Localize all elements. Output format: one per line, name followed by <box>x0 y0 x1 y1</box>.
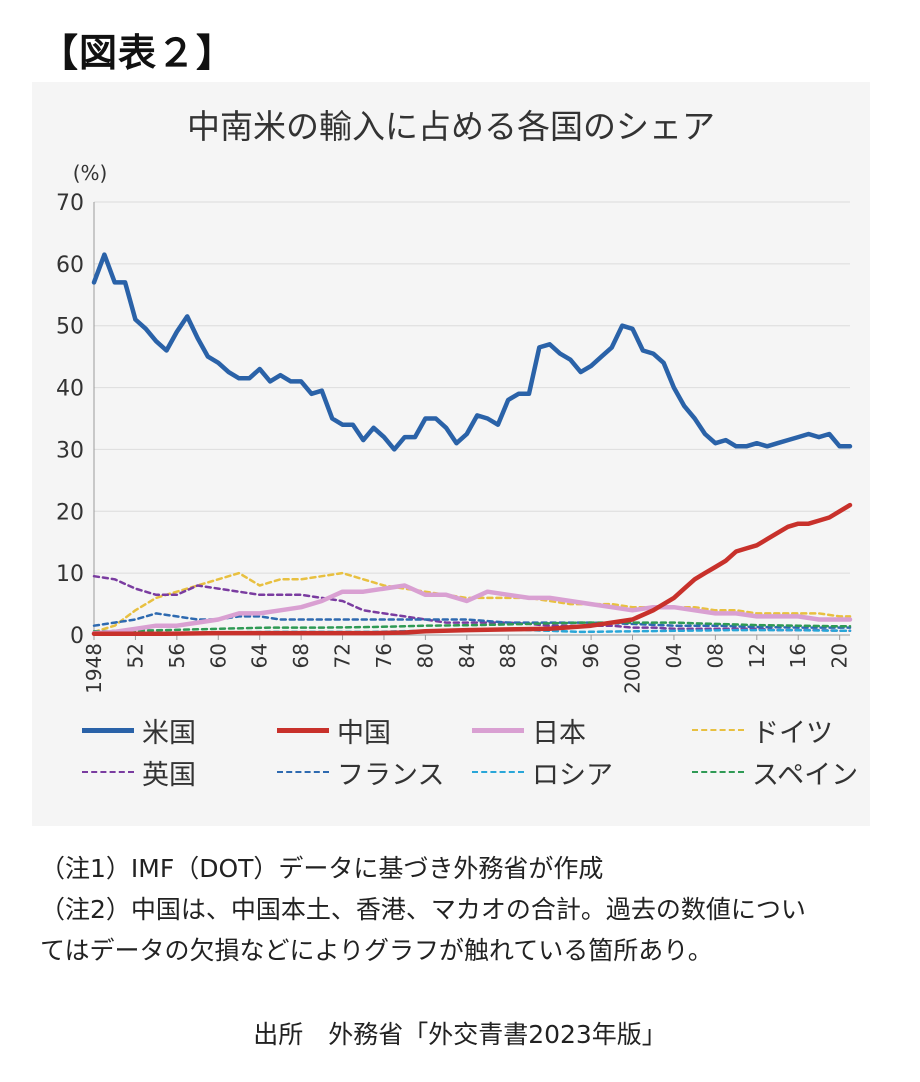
chart-svg: 0 10 20 30 40 50 60 70 (%) 1948 52 56 60 64 68 72 76 80 84… <box>56 161 853 694</box>
legend-item: 米国 <box>82 712 196 749</box>
legend-item: スペイン <box>692 754 859 791</box>
x-tick-label: 96 <box>579 643 603 668</box>
x-tick-label: 2000 <box>621 643 645 694</box>
series-line-4 <box>92 574 852 632</box>
note-1: （注1）IMF（DOT）データに基づき外務省が作成 <box>40 854 604 883</box>
legend-label: ドイツ <box>752 717 833 749</box>
x-tick-label: 56 <box>165 643 189 668</box>
legend-label: ロシア <box>532 759 613 791</box>
x-tick-label: 92 <box>538 643 562 668</box>
legend-swatch <box>692 729 744 731</box>
legend-swatch <box>82 727 134 733</box>
series-line-2 <box>91 583 853 636</box>
x-tick-label: 72 <box>331 643 355 668</box>
chart-title: 中南米の輸入に占める各国のシェア <box>187 107 715 146</box>
x-tick-label: 64 <box>248 643 272 668</box>
legend-label: 米国 <box>142 717 196 749</box>
series-line-5 <box>92 612 852 629</box>
x-tick-label: 60 <box>206 643 230 668</box>
legend-item: フランス <box>277 754 445 791</box>
y-tick-label: 0 <box>70 624 84 649</box>
legend-swatch <box>277 727 329 733</box>
x-tick-label: 76 <box>372 643 396 668</box>
legend-item: ロシア <box>472 754 613 791</box>
x-tick-label: 84 <box>455 643 479 668</box>
legend-swatch <box>82 771 134 773</box>
chart-panel: 0 10 20 30 40 50 60 70 (%) 1948 52 56 60 64 68 72 76 80 84… <box>32 82 870 826</box>
x-tick-label: 68 <box>289 643 313 668</box>
x-tick-label: 80 <box>413 643 437 668</box>
legend-label: スペイン <box>752 759 859 791</box>
y-tick-label: 70 <box>56 191 84 216</box>
legend-label: 英国 <box>142 759 196 791</box>
legend-label: 中国 <box>337 717 391 749</box>
y-tick-label: 60 <box>56 253 84 278</box>
x-tick-label: 88 <box>496 643 520 668</box>
y-tick-label: 30 <box>56 438 84 463</box>
notes: （注1）IMF（DOT）データに基づき外務省が作成 （注2）中国は、中国本土、香… <box>40 848 806 971</box>
legend-item: 日本 <box>472 712 586 749</box>
legend-item: 英国 <box>82 754 196 791</box>
series-line-7 <box>92 621 852 633</box>
legend-item: 中国 <box>277 712 391 749</box>
x-tick-label: 12 <box>745 643 769 668</box>
y-axis-unit-label: (%) <box>73 161 108 185</box>
legend-label: フランス <box>337 759 445 791</box>
legend-label: 日本 <box>532 717 586 749</box>
figure-label: 【図表２】 <box>40 31 236 75</box>
x-tick-label: 1948 <box>82 643 106 694</box>
series-line-1 <box>91 502 853 637</box>
y-tick-label: 40 <box>56 377 84 402</box>
note-2-line-1: （注2）中国は、中国本土、香港、マカオの合計。過去の数値につい <box>40 895 806 924</box>
series-line-0 <box>91 252 853 452</box>
x-tick-label: 52 <box>123 643 147 668</box>
x-tick-label: 04 <box>662 643 686 668</box>
legend-swatch <box>277 771 329 773</box>
x-tick-label: 16 <box>786 643 810 668</box>
note-2-line-2: てはデータの欠損などによりグラフが触れている箇所あり。 <box>40 936 713 965</box>
legend-swatch <box>472 727 524 733</box>
legend-item: ドイツ <box>692 712 833 749</box>
source-credit: 出所 外務省「外交青書2023年版」 <box>253 1020 667 1049</box>
y-tick-label: 10 <box>56 562 84 587</box>
x-tick-label: 20 <box>828 643 852 668</box>
x-tick-label: 08 <box>703 643 727 668</box>
legend-swatch <box>472 771 524 773</box>
y-tick-label: 50 <box>56 315 84 340</box>
legend-swatch <box>692 771 744 773</box>
y-tick-label: 20 <box>56 500 84 525</box>
